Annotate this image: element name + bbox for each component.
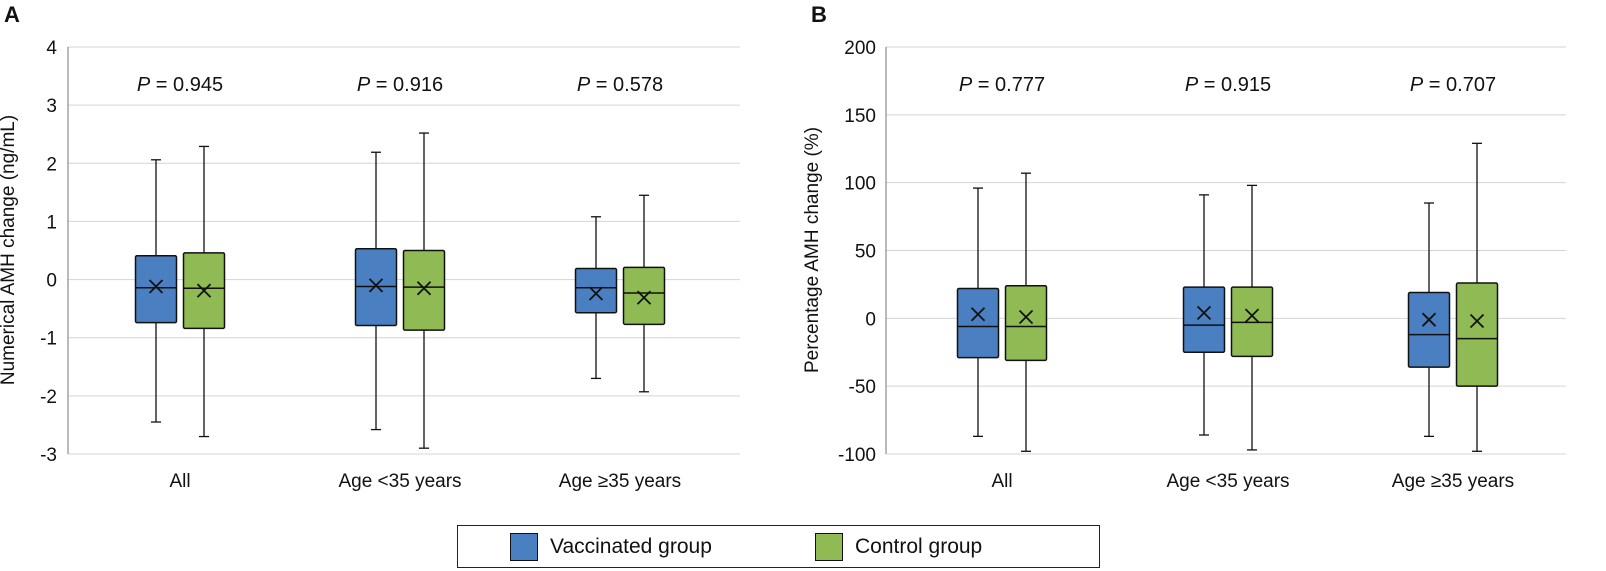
y-axis-label: Numerical AMH change (ng/mL) [0,115,19,385]
legend-swatch-control [815,533,843,561]
y-tick-label: 0 [46,271,57,292]
mean-marker-control [636,290,652,305]
y-tick-label: 100 [844,174,876,195]
box-vaccinated [134,254,178,324]
p-symbol: P [357,74,371,96]
p-value: = 0.916 [370,74,443,96]
y-tick-label: 3 [46,96,57,117]
p-value-annotation: P = 0.707 [1410,74,1496,96]
category-label: All [991,471,1012,492]
mean-marker-control [1244,308,1260,323]
p-symbol: P [959,74,973,96]
p-value-annotation: P = 0.915 [1185,74,1271,96]
p-symbol: P [1185,74,1199,96]
category-label: Age ≥35 years [1392,471,1514,492]
y-tick-label: -100 [838,445,876,466]
category-label: Age ≥35 years [559,471,681,492]
p-value-annotation: P = 0.578 [577,74,663,96]
p-value: = 0.707 [1423,74,1496,96]
y-tick-label: -1 [40,329,57,350]
y-tick-label: 4 [46,38,57,59]
p-value-annotation: P = 0.916 [357,74,443,96]
y-axis-label: Percentage AMH change (%) [802,127,823,373]
p-symbol: P [577,74,591,96]
p-value: = 0.578 [590,74,663,96]
box-vaccinated [956,287,1000,359]
box-vaccinated [1182,286,1226,354]
y-tick-label: 1 [46,212,57,233]
mean-marker-vaccinated [1196,305,1212,321]
legend-label-vaccinated: Vaccinated group [550,535,712,558]
y-tick-label: -2 [40,387,57,408]
box-control [622,266,666,326]
y-tick-label: 2 [46,154,57,175]
y-tick-label: -50 [849,377,876,398]
p-value: = 0.915 [1198,74,1271,96]
mean-marker-vaccinated [588,286,604,301]
mean-marker-vaccinated [368,278,384,293]
box-control [402,249,446,331]
box-control [1004,285,1048,362]
panel-label-b: B [811,2,827,27]
y-tick-label: 200 [844,38,876,59]
panel-label-a: A [4,2,20,27]
y-tick-label: -3 [40,445,57,466]
p-symbol: P [137,74,151,96]
legend-swatch-vaccinated [510,533,538,561]
mean-marker-control [1469,313,1485,329]
category-label: Age <35 years [1166,471,1289,492]
mean-marker-vaccinated [1421,312,1437,327]
mean-marker-control [1018,309,1034,325]
mean-marker-vaccinated [148,279,164,294]
category-label: Age <35 years [338,471,461,492]
p-symbol: P [1410,74,1424,96]
legend-label-control: Control group [855,535,983,558]
box-control [1455,282,1499,387]
y-tick-label: 0 [865,309,876,330]
category-label: All [169,471,190,492]
p-value-annotation: P = 0.945 [137,74,223,96]
mean-marker-control [196,283,212,298]
box-vaccinated [1407,291,1451,368]
legend-item-vaccinated: Vaccinated group [510,533,712,561]
p-value: = 0.945 [150,74,223,96]
mean-marker-vaccinated [970,307,986,322]
box-vaccinated [574,267,618,314]
y-tick-label: 50 [855,242,876,263]
legend: Vaccinated group Control group [457,525,1100,568]
p-value-annotation: P = 0.777 [959,74,1045,96]
mean-marker-control [416,281,432,296]
p-value: = 0.777 [972,74,1045,96]
y-tick-label: 150 [844,106,876,127]
legend-item-control: Control group [815,533,982,561]
